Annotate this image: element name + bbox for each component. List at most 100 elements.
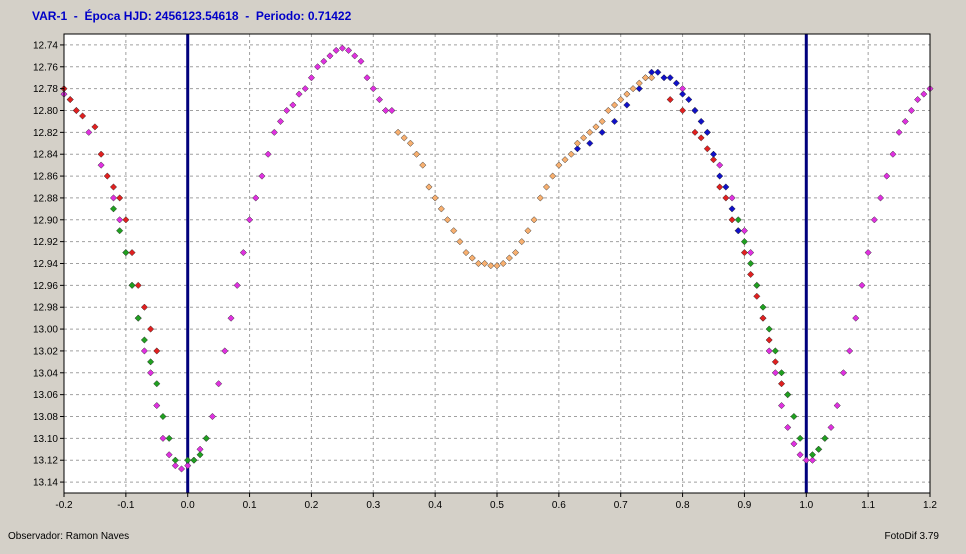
data-point xyxy=(728,205,736,213)
x-tick-label: -0.1 xyxy=(117,500,135,511)
y-tick-label: 12.74 xyxy=(33,40,58,51)
data-point xyxy=(784,423,792,431)
data-point xyxy=(375,96,384,104)
data-point xyxy=(747,249,755,257)
data-point xyxy=(357,57,365,65)
data-point xyxy=(283,106,291,115)
data-point xyxy=(697,117,705,125)
x-tick-label: 0.4 xyxy=(428,500,442,511)
data-point xyxy=(753,292,761,300)
data-point xyxy=(808,456,817,464)
data-point xyxy=(493,262,501,270)
data-points xyxy=(60,44,934,473)
data-point xyxy=(592,123,600,131)
data-point xyxy=(747,270,755,278)
data-point xyxy=(258,172,266,180)
data-point xyxy=(654,68,662,76)
x-tick-label: 0.3 xyxy=(366,500,380,511)
data-point xyxy=(610,101,619,109)
data-point xyxy=(425,183,433,191)
data-point xyxy=(437,205,445,213)
y-tick-label: 12.82 xyxy=(33,128,58,139)
data-point xyxy=(190,456,198,464)
observer-label: Observador: Ramon Naves xyxy=(8,531,130,542)
data-point xyxy=(561,156,569,164)
data-point xyxy=(103,172,111,180)
data-point xyxy=(140,336,148,344)
data-point xyxy=(134,281,142,289)
data-point xyxy=(771,347,779,355)
data-point xyxy=(635,85,643,93)
x-axis-ticks: -0.2 -0.1 0.0 0.1 0.2 0.3 0.4 0.5 0.6 0.7 0.8 0.9 1.… xyxy=(55,493,937,511)
data-point xyxy=(771,369,779,377)
data-point xyxy=(796,434,804,442)
x-tick-label: 0.1 xyxy=(243,500,257,511)
data-point xyxy=(116,216,124,224)
data-point xyxy=(140,347,148,355)
data-point xyxy=(777,369,786,377)
data-point xyxy=(450,227,458,235)
y-tick-label: 12.88 xyxy=(33,193,58,204)
data-point xyxy=(846,347,854,355)
data-point xyxy=(289,101,297,109)
data-point xyxy=(165,434,173,442)
data-point xyxy=(716,161,724,169)
data-point xyxy=(72,106,80,115)
data-point xyxy=(314,63,322,71)
y-tick-label: 12.78 xyxy=(33,84,58,95)
data-point xyxy=(728,216,736,224)
data-point xyxy=(109,205,118,213)
x-tick-label: 0.9 xyxy=(737,500,751,511)
y-tick-label: 13.00 xyxy=(33,325,58,336)
data-point xyxy=(394,128,402,136)
data-point xyxy=(679,90,687,98)
x-tick-label: 1.0 xyxy=(799,500,813,511)
x-tick-label: 1.1 xyxy=(861,500,875,511)
data-point xyxy=(369,85,377,93)
data-point xyxy=(512,249,520,257)
y-tick-label: 12.96 xyxy=(33,281,58,292)
data-point xyxy=(252,194,260,202)
data-point xyxy=(907,106,915,115)
data-point xyxy=(623,101,631,109)
data-point xyxy=(413,150,421,158)
data-point xyxy=(97,150,105,158)
data-point xyxy=(97,161,105,169)
data-point xyxy=(555,161,563,169)
data-point xyxy=(301,85,309,93)
data-point xyxy=(641,74,650,82)
data-point xyxy=(747,259,755,268)
data-point xyxy=(697,134,705,142)
y-tick-label: 12.90 xyxy=(33,215,58,226)
data-point xyxy=(740,238,748,246)
data-point xyxy=(530,216,538,224)
data-point xyxy=(821,434,829,442)
data-point xyxy=(116,194,124,202)
x-tick-label: 0.6 xyxy=(552,500,566,511)
data-point xyxy=(573,139,581,147)
data-point xyxy=(914,96,922,104)
data-point xyxy=(815,445,823,453)
y-tick-label: 12.92 xyxy=(33,237,58,248)
phase-marker-lines xyxy=(186,34,808,493)
data-point xyxy=(134,314,142,322)
data-point xyxy=(153,347,161,355)
data-point xyxy=(740,227,748,235)
data-point xyxy=(728,194,736,202)
data-point xyxy=(196,451,204,459)
data-point xyxy=(740,249,748,257)
data-point xyxy=(598,128,606,136)
data-point xyxy=(691,128,699,136)
data-point xyxy=(889,150,897,158)
data-point xyxy=(419,161,427,169)
data-point xyxy=(443,216,452,224)
x-tick-label: 0.7 xyxy=(614,500,628,511)
data-point xyxy=(734,216,742,224)
data-point xyxy=(666,74,674,82)
data-point xyxy=(703,145,711,153)
data-point xyxy=(468,254,476,262)
y-tick-label: 12.84 xyxy=(33,150,58,161)
data-point xyxy=(215,380,223,388)
data-point xyxy=(202,434,210,442)
y-tick-label: 13.12 xyxy=(33,456,58,467)
